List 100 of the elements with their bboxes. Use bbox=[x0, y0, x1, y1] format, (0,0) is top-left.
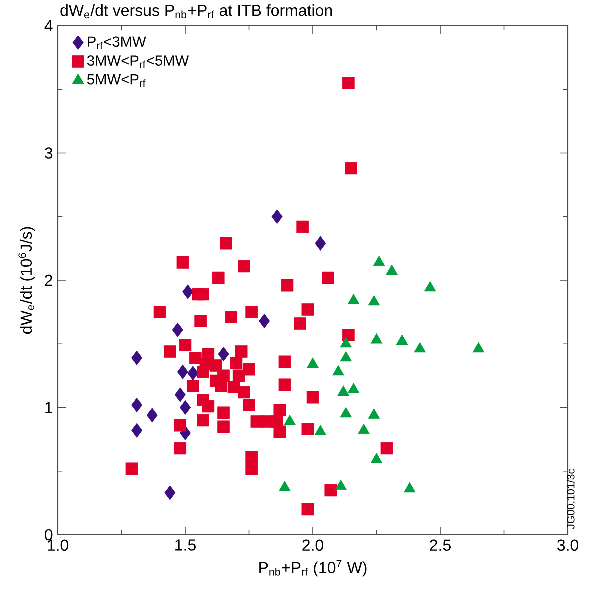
point bbox=[368, 408, 380, 419]
point bbox=[210, 360, 222, 372]
point bbox=[284, 415, 296, 426]
point bbox=[228, 381, 240, 394]
point bbox=[324, 484, 337, 497]
point bbox=[386, 264, 398, 276]
legend-label: 3MW<P$_{rf}$<5MW bbox=[87, 56, 190, 68]
x-tick-label: 1.0 bbox=[48, 540, 69, 552]
point bbox=[314, 425, 326, 436]
point bbox=[126, 462, 138, 475]
point bbox=[218, 420, 230, 433]
point bbox=[358, 424, 370, 434]
point bbox=[243, 399, 256, 412]
point bbox=[132, 350, 143, 366]
point bbox=[370, 334, 383, 344]
point bbox=[190, 352, 202, 364]
annotation: JG00.101/3c bbox=[566, 469, 575, 530]
point bbox=[342, 329, 355, 342]
point bbox=[315, 236, 326, 251]
point bbox=[164, 486, 176, 500]
point bbox=[424, 281, 436, 292]
point bbox=[202, 400, 215, 413]
point bbox=[373, 256, 386, 266]
point bbox=[243, 363, 256, 376]
point bbox=[274, 426, 286, 438]
point bbox=[278, 378, 292, 391]
y-axis-title: dW$_{e}$/dt (10$^{6}$J/s) bbox=[18, 227, 36, 334]
x-axis-title: P$_{nb}$+P$_{rf}$ (10$^{7}$ W) bbox=[260, 560, 367, 577]
x-tick-label: 3.0 bbox=[557, 540, 579, 552]
point bbox=[281, 279, 294, 292]
point bbox=[174, 419, 187, 432]
point bbox=[146, 408, 158, 423]
point bbox=[238, 260, 250, 273]
point bbox=[197, 288, 210, 301]
point bbox=[332, 365, 344, 376]
point bbox=[225, 311, 238, 324]
point bbox=[246, 462, 258, 475]
point bbox=[368, 295, 380, 306]
point bbox=[197, 414, 210, 427]
y-tick-label: 1 bbox=[46, 402, 53, 414]
point bbox=[218, 406, 230, 419]
point bbox=[345, 162, 358, 175]
point bbox=[306, 391, 320, 404]
point bbox=[154, 306, 166, 318]
point bbox=[279, 481, 291, 492]
point bbox=[187, 380, 200, 392]
point bbox=[342, 77, 355, 90]
x-tick-label: 1.5 bbox=[176, 540, 196, 551]
y-tick-label: 0 bbox=[45, 529, 53, 541]
point bbox=[132, 423, 143, 438]
point bbox=[335, 480, 347, 490]
point bbox=[396, 334, 408, 346]
point bbox=[348, 383, 360, 394]
point bbox=[212, 272, 225, 284]
point bbox=[302, 503, 314, 516]
legend-label: 5MW<P$_{rf}$ bbox=[87, 74, 146, 87]
y-tick-label: 3 bbox=[45, 148, 53, 159]
point bbox=[197, 366, 210, 378]
point bbox=[348, 294, 360, 304]
point bbox=[296, 220, 309, 234]
y-tick-label: 2 bbox=[45, 274, 52, 286]
point bbox=[177, 364, 188, 380]
point bbox=[302, 423, 314, 436]
point bbox=[472, 342, 485, 353]
point bbox=[176, 256, 190, 269]
point bbox=[235, 346, 248, 358]
point bbox=[174, 388, 186, 402]
point bbox=[246, 306, 258, 318]
chart-title: dW$_{e}$/dt versus P$_{nb}$+P$_{rf}$ at ITB formation bbox=[60, 4, 332, 19]
point bbox=[302, 304, 314, 316]
point bbox=[340, 337, 352, 348]
point bbox=[218, 347, 230, 362]
point bbox=[414, 342, 426, 353]
point bbox=[322, 272, 334, 284]
point bbox=[174, 442, 187, 455]
point bbox=[230, 357, 243, 370]
point bbox=[194, 315, 207, 328]
point bbox=[380, 442, 394, 455]
point bbox=[232, 370, 246, 382]
point bbox=[246, 451, 258, 464]
point bbox=[220, 237, 232, 250]
point bbox=[179, 339, 192, 352]
point bbox=[370, 453, 383, 464]
point bbox=[182, 284, 194, 300]
point bbox=[340, 407, 352, 418]
point bbox=[340, 351, 352, 362]
x-tick-label: 2.0 bbox=[302, 540, 324, 552]
point bbox=[188, 366, 199, 381]
point bbox=[164, 346, 176, 358]
point bbox=[272, 210, 283, 224]
y-tick-label: 4 bbox=[44, 20, 53, 32]
point bbox=[274, 404, 286, 416]
point bbox=[278, 356, 292, 368]
legend-label: P$_{rf}$<3MW bbox=[88, 36, 146, 50]
x-tick-label: 2.5 bbox=[430, 540, 451, 552]
point bbox=[238, 386, 250, 399]
point bbox=[172, 322, 184, 338]
point bbox=[132, 398, 143, 412]
point bbox=[180, 400, 191, 415]
point bbox=[259, 314, 270, 328]
